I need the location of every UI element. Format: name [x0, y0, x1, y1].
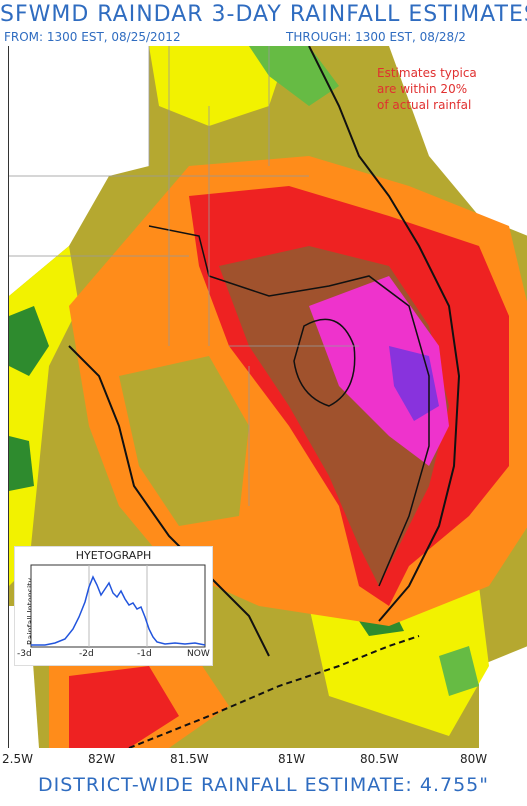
- coastline-east: [308, 46, 461, 622]
- lon-label-80w: 80W: [460, 752, 488, 766]
- hyetograph-tick-2d: -2d: [79, 649, 94, 659]
- rain-area-yellow-bottom: [309, 586, 489, 736]
- county-lines: [9, 46, 359, 506]
- rain-area-green-left: [9, 306, 49, 376]
- from-time: FROM: 1300 EST, 08/25/2012: [4, 30, 181, 44]
- hyetograph-panel: HYETOGRAPH Rainfall Intensity -3d -2d -1…: [14, 546, 213, 666]
- hyetograph-plot: [30, 564, 206, 648]
- no-data-area: [9, 46, 149, 296]
- hyetograph-frame: [30, 564, 206, 648]
- district-boundary: [148, 225, 430, 587]
- hyetograph-tick-3d: -3d: [17, 649, 32, 659]
- accuracy-note-line2: are within 20%: [377, 82, 468, 96]
- rain-area-olive-interior: [119, 356, 249, 526]
- rain-area-green-left2: [9, 436, 34, 491]
- lake-okeechobee: [293, 318, 356, 407]
- longitude-axis: 2.5W 82W 81.5W 81W 80.5W 80W: [0, 748, 527, 770]
- rain-area-red-sw: [69, 666, 179, 748]
- district-rainfall-estimate: DISTRICT-WIDE RAINFALL ESTIMATE: 4.755": [38, 774, 489, 796]
- lon-label-80-5w: 80.5W: [360, 752, 399, 766]
- accuracy-note-line1: Estimates typica: [377, 66, 477, 80]
- accuracy-note-line3: of actual rainfal: [377, 98, 472, 112]
- no-data-bottom-right: [479, 646, 527, 748]
- rain-area-yellow-top: [149, 46, 289, 126]
- rain-area-green-br: [439, 646, 479, 696]
- lon-label-81-5w: 81.5W: [170, 752, 209, 766]
- keys-chain: [128, 635, 420, 748]
- lon-label-82-5w: 2.5W: [2, 752, 33, 766]
- lon-label-82w: 82W: [88, 752, 116, 766]
- lon-label-81w: 81W: [278, 752, 306, 766]
- rainfall-map: Estimates typica are within 20% of actua…: [8, 46, 527, 748]
- hyetograph-title: HYETOGRAPH: [75, 549, 152, 562]
- no-data-area-right: [389, 46, 527, 236]
- hyetograph-tick-1d: -1d: [137, 649, 152, 659]
- hyetograph-line: [31, 575, 206, 646]
- map-title: SFWMD RAINDAR 3-DAY RAINFALL ESTIMATES: [0, 2, 527, 27]
- through-time: THROUGH: 1300 EST, 08/28/2: [286, 30, 466, 44]
- hyetograph-tick-now: NOW: [187, 649, 210, 659]
- coastline-west: [68, 345, 270, 657]
